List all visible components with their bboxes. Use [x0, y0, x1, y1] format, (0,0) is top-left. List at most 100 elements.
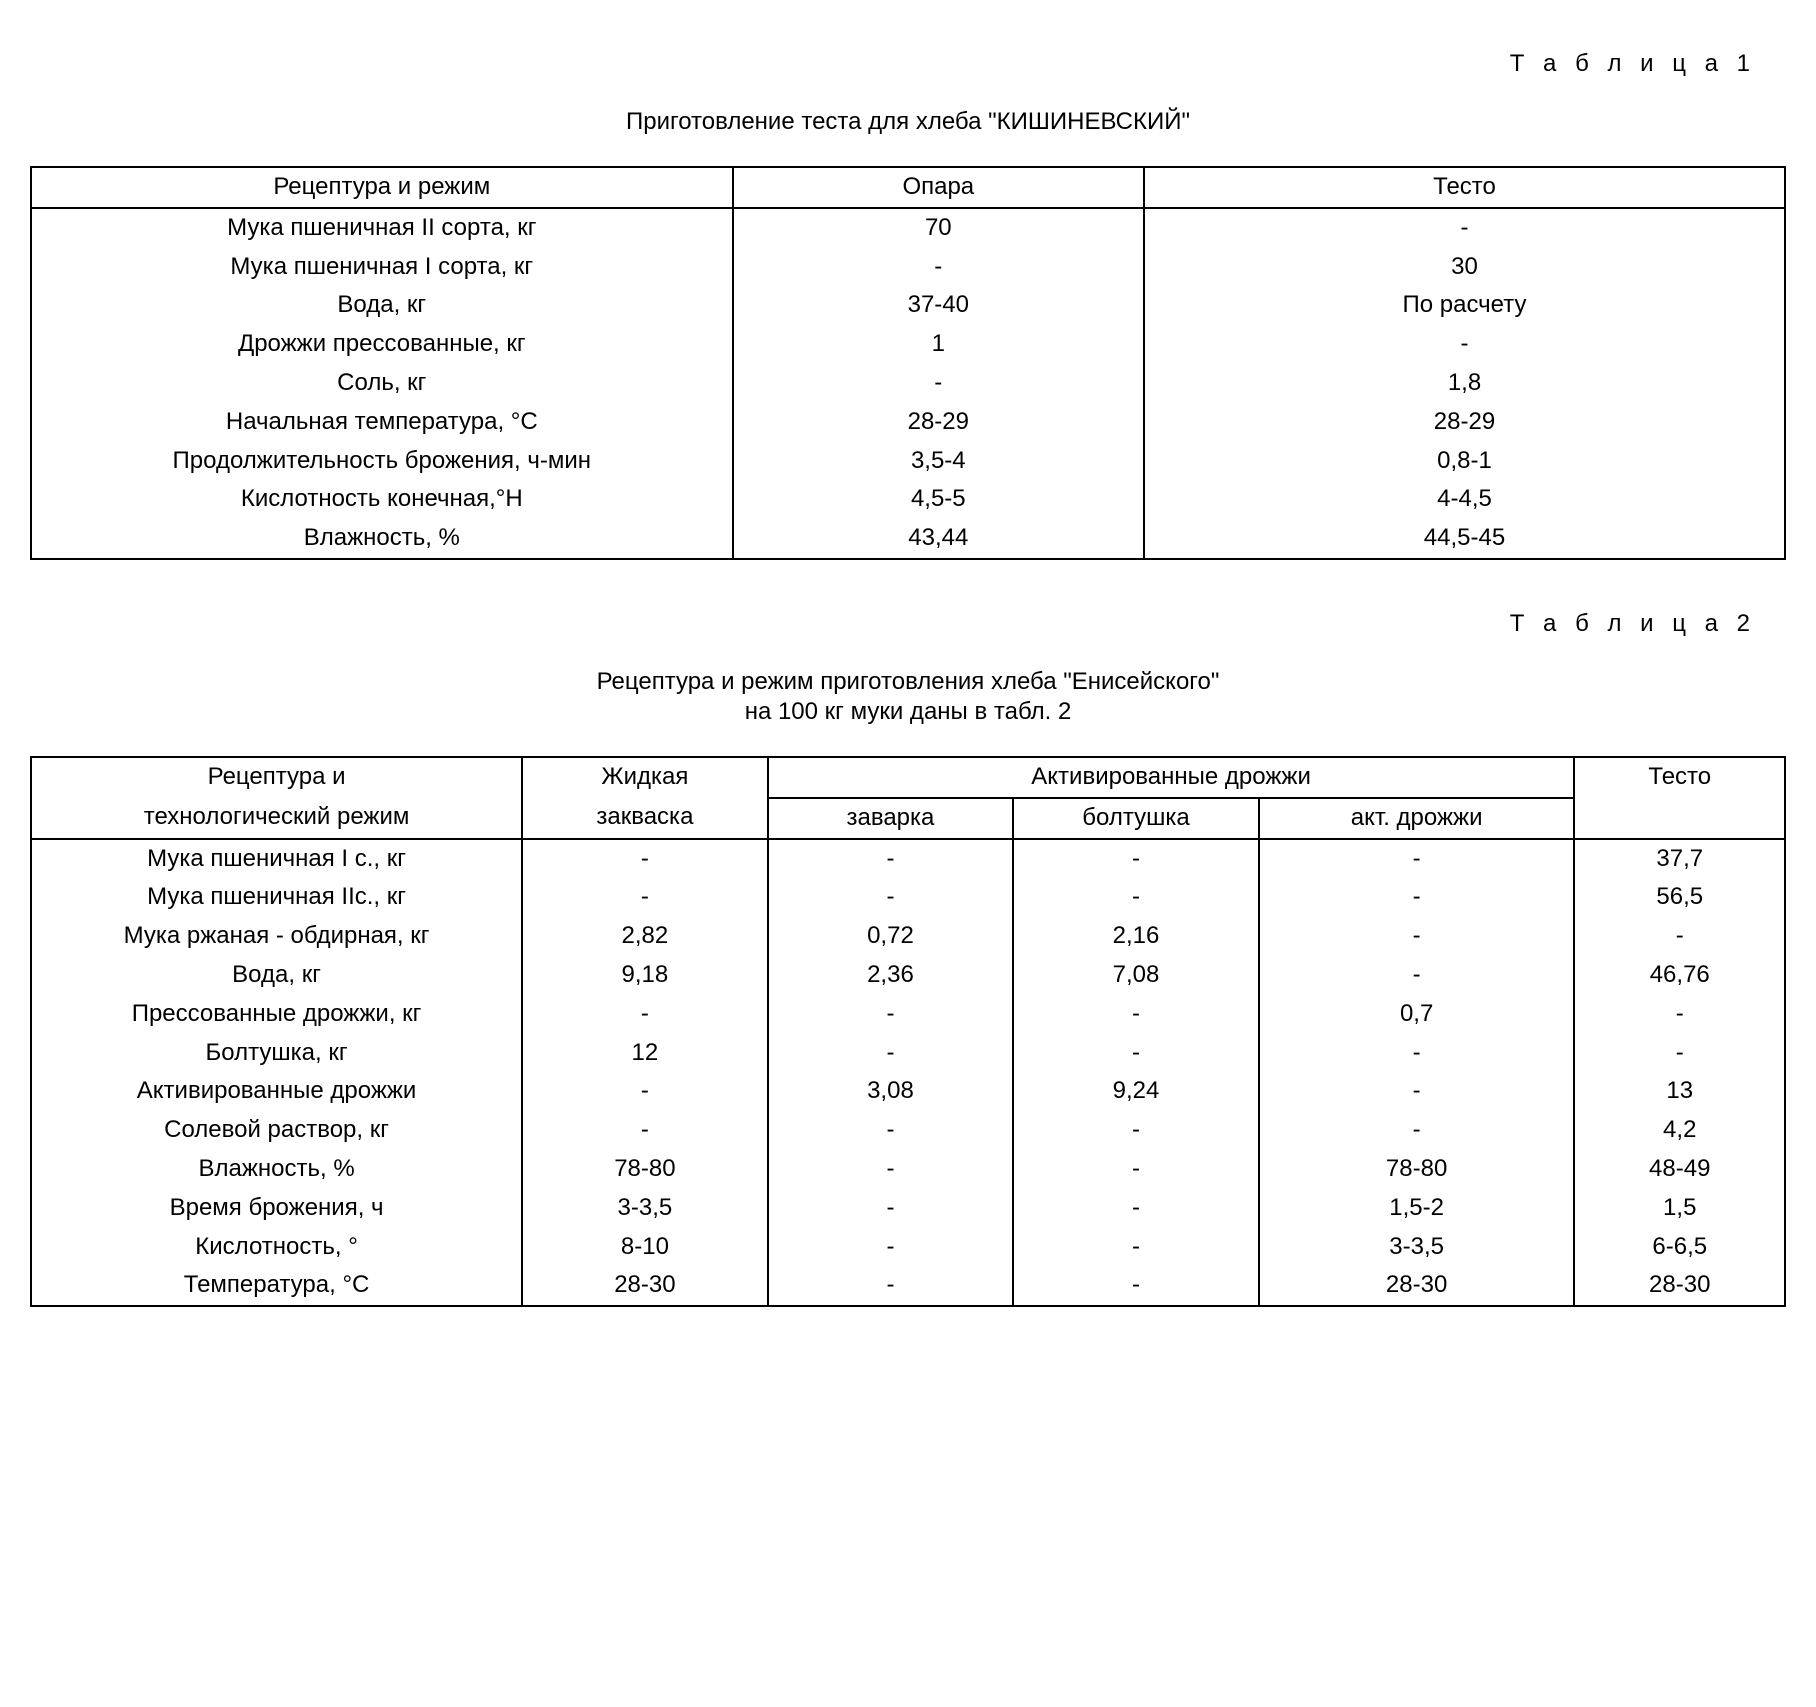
table-cell: -: [522, 839, 768, 879]
table-cell: -: [733, 364, 1144, 403]
table2-header-cell: Жидкая: [522, 757, 768, 798]
table2-caption: Рецептура и режим приготовления хлеба "Е…: [30, 668, 1786, 726]
table-cell: 8-10: [522, 1228, 768, 1267]
table-cell: Влажность, %: [31, 519, 733, 559]
table-cell: -: [522, 1111, 768, 1150]
table-cell: Вода, кг: [31, 956, 522, 995]
table-row: Солевой раствор, кг----4,2: [31, 1111, 1785, 1150]
table1-header-cell: Рецептура и режим: [31, 167, 733, 208]
table-cell: -: [1144, 208, 1785, 248]
table-cell: Активированные дрожжи: [31, 1072, 522, 1111]
table-cell: 9,18: [522, 956, 768, 995]
table1-label: Т а б л и ц а 1: [30, 50, 1756, 78]
table-cell: Болтушка, кг: [31, 1034, 522, 1073]
table-cell: Продолжительность брожения, ч-мин: [31, 442, 733, 481]
table-cell: -: [1259, 956, 1575, 995]
table2-header-row2: технологический режим закваска заварка б…: [31, 798, 1785, 839]
table-cell: 6-6,5: [1574, 1228, 1785, 1267]
table-cell: -: [1013, 1189, 1259, 1228]
table-cell: -: [1574, 917, 1785, 956]
table-cell: Кислотность, °: [31, 1228, 522, 1267]
table-cell: Прессованные дрожжи, кг: [31, 995, 522, 1034]
table-cell: Время брожения, ч: [31, 1189, 522, 1228]
table-cell: 3,5-4: [733, 442, 1144, 481]
table-row: Прессованные дрожжи, кг---0,7-: [31, 995, 1785, 1034]
table-row: Кислотность конечная,°Н4,5-54-4,5: [31, 480, 1785, 519]
table-cell: Солевой раствор, кг: [31, 1111, 522, 1150]
table-cell: Кислотность конечная,°Н: [31, 480, 733, 519]
table-cell: 2,36: [768, 956, 1014, 995]
table2-header-sub: болтушка: [1013, 798, 1259, 839]
table2-header-cell: Тесто: [1574, 757, 1785, 798]
table-row: Вода, кг37-40По расчету: [31, 286, 1785, 325]
table-cell: 2,16: [1013, 917, 1259, 956]
table-cell: 37-40: [733, 286, 1144, 325]
table-cell: -: [768, 1189, 1014, 1228]
table-cell: 28-30: [522, 1266, 768, 1306]
table-cell: -: [1574, 1034, 1785, 1073]
table-cell: 7,08: [1013, 956, 1259, 995]
table-cell: 78-80: [1259, 1150, 1575, 1189]
table-cell: -: [1259, 839, 1575, 879]
table-row: Вода, кг9,182,367,08-46,76: [31, 956, 1785, 995]
table-cell: Начальная температура, °С: [31, 403, 733, 442]
table1-header-cell: Тесто: [1144, 167, 1785, 208]
table-cell: -: [1013, 1034, 1259, 1073]
table-cell: -: [1013, 995, 1259, 1034]
table-cell: 3-3,5: [522, 1189, 768, 1228]
table-cell: По расчету: [1144, 286, 1785, 325]
table-cell: 0,72: [768, 917, 1014, 956]
table-cell: -: [522, 1072, 768, 1111]
table-cell: -: [1259, 1072, 1575, 1111]
table-cell: Дрожжи прессованные, кг: [31, 325, 733, 364]
table1-header-row: Рецептура и режим Опара Тесто: [31, 167, 1785, 208]
table-cell: 44,5-45: [1144, 519, 1785, 559]
table-row: Продолжительность брожения, ч-мин3,5-40,…: [31, 442, 1785, 481]
table-cell: 4-4,5: [1144, 480, 1785, 519]
table-cell: 46,76: [1574, 956, 1785, 995]
table-row: Мука пшеничная II сорта, кг70-: [31, 208, 1785, 248]
table-cell: -: [768, 839, 1014, 879]
table-cell: 70: [733, 208, 1144, 248]
table-cell: 13: [1574, 1072, 1785, 1111]
table-cell: 37,7: [1574, 839, 1785, 879]
table-cell: -: [1259, 878, 1575, 917]
table-cell: 28-29: [1144, 403, 1785, 442]
table-cell: Мука пшеничная I с., кг: [31, 839, 522, 879]
table-cell: 56,5: [1574, 878, 1785, 917]
table-row: Соль, кг-1,8: [31, 364, 1785, 403]
table2-caption-line1: Рецептура и режим приготовления хлеба "Е…: [30, 668, 1786, 696]
table-cell: 1,5-2: [1259, 1189, 1575, 1228]
table-cell: Температура, °С: [31, 1266, 522, 1306]
table-cell: 0,8-1: [1144, 442, 1785, 481]
table-cell: -: [1013, 1150, 1259, 1189]
table-cell: 48-49: [1574, 1150, 1785, 1189]
table-cell: -: [733, 248, 1144, 287]
table-row: Температура, °С28-30--28-3028-30: [31, 1266, 1785, 1306]
table-cell: -: [768, 1228, 1014, 1267]
table-cell: Вода, кг: [31, 286, 733, 325]
table-cell: 12: [522, 1034, 768, 1073]
table-cell: Соль, кг: [31, 364, 733, 403]
table2-header-cell: [1574, 798, 1785, 839]
table-cell: 3-3,5: [1259, 1228, 1575, 1267]
table1: Рецептура и режим Опара Тесто Мука пшени…: [30, 166, 1786, 560]
table2-header-group: Активированные дрожжи: [768, 757, 1575, 798]
table-row: Мука пшеничная IIс., кг----56,5: [31, 878, 1785, 917]
table-cell: -: [1259, 917, 1575, 956]
table1-header-cell: Опара: [733, 167, 1144, 208]
table2-header-sub: заварка: [768, 798, 1014, 839]
table-row: Болтушка, кг12----: [31, 1034, 1785, 1073]
table1-caption: Приготовление теста для хлеба "КИШИНЕВСК…: [30, 108, 1786, 136]
table-cell: Мука пшеничная II сорта, кг: [31, 208, 733, 248]
table-row: Дрожжи прессованные, кг1-: [31, 325, 1785, 364]
table-cell: 28-30: [1259, 1266, 1575, 1306]
table-row: Мука пшеничная I сорта, кг-30: [31, 248, 1785, 287]
table2: Рецептура и Жидкая Активированные дрожжи…: [30, 756, 1786, 1307]
table-cell: -: [768, 1034, 1014, 1073]
table-cell: -: [1013, 1228, 1259, 1267]
table-cell: 28-30: [1574, 1266, 1785, 1306]
table-row: Влажность, %43,4444,5-45: [31, 519, 1785, 559]
table-cell: Влажность, %: [31, 1150, 522, 1189]
table-row: Влажность, %78-80--78-8048-49: [31, 1150, 1785, 1189]
